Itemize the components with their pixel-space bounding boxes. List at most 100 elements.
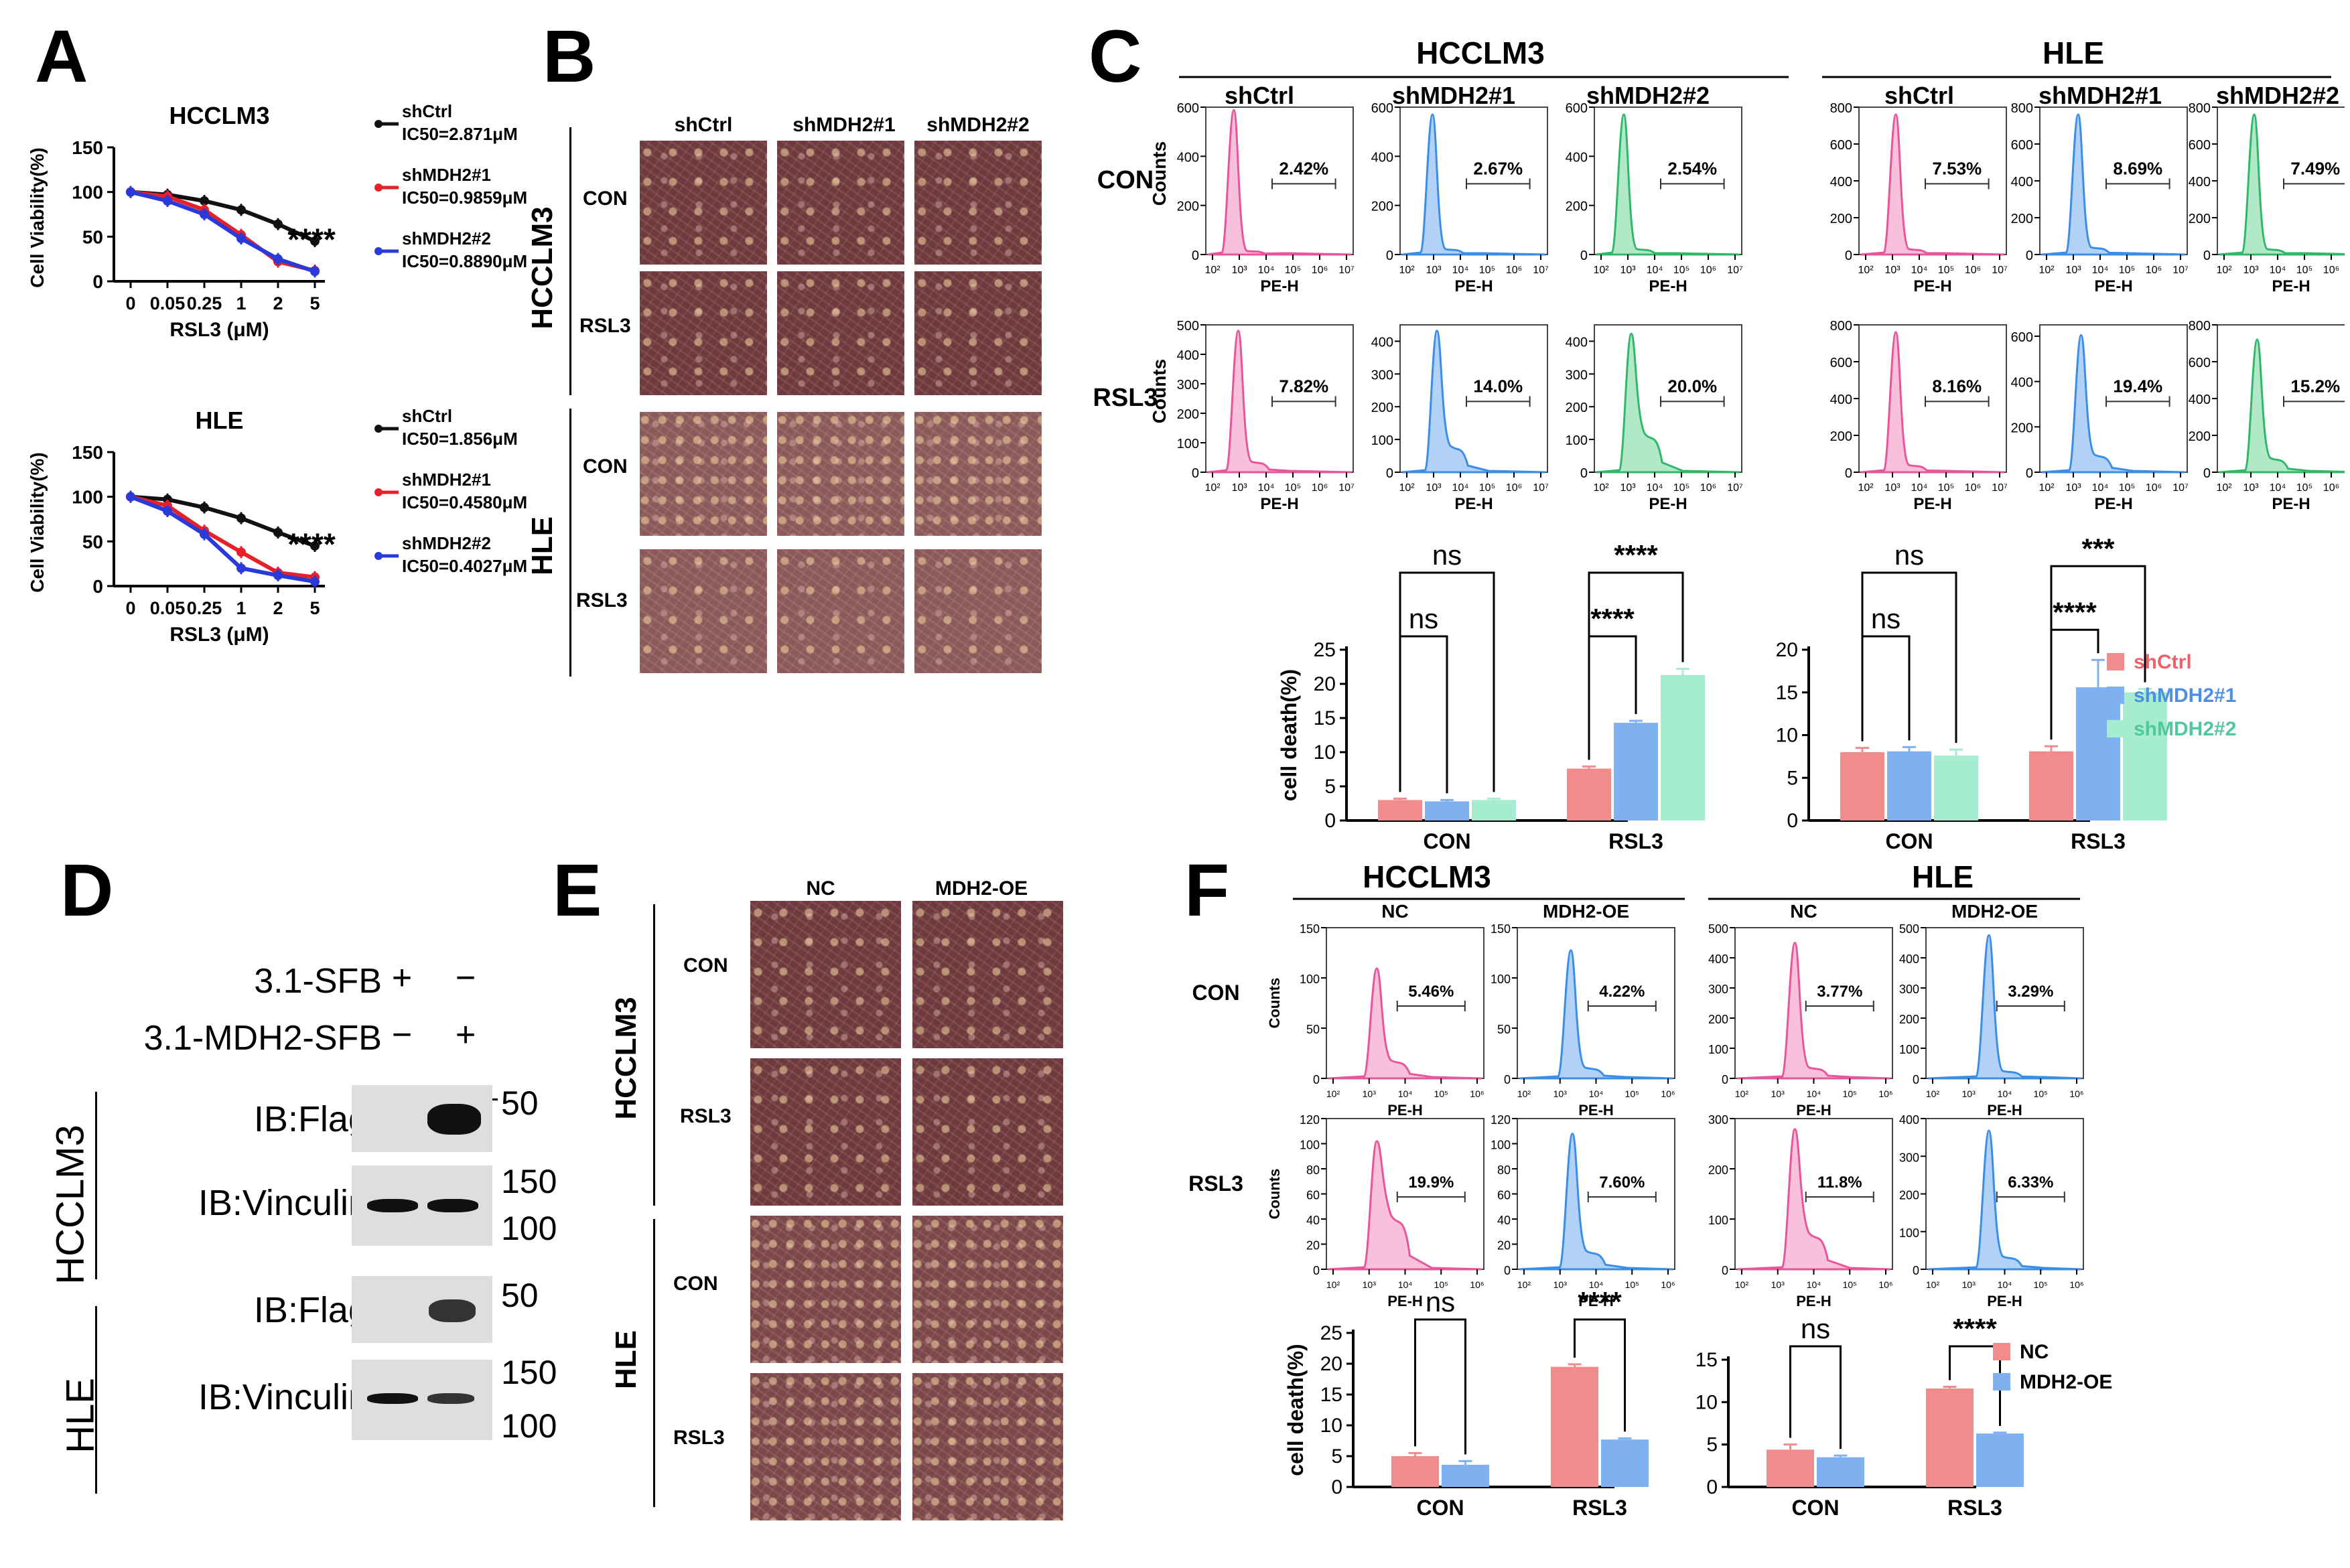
gate-percent: 8.69% xyxy=(2113,158,2162,178)
category-label: CON xyxy=(1885,829,1933,851)
micrograph xyxy=(914,141,1042,265)
y-tick-label: 150 xyxy=(72,137,103,158)
y-tick-label: 300 xyxy=(1566,368,1588,382)
group-bracket xyxy=(95,1092,97,1279)
x-tick-label: 10² xyxy=(1326,1279,1340,1290)
y-tick-label: 100 xyxy=(1491,973,1511,986)
bar xyxy=(2076,687,2120,821)
histogram-frame xyxy=(1858,106,2007,255)
y-tick-label: 100 xyxy=(1300,973,1320,986)
gate-percent: 3.77% xyxy=(1817,983,1862,1001)
group-bracket xyxy=(569,127,571,395)
y-tick-label: 800 xyxy=(1830,319,1852,334)
y-tick-label: 0 xyxy=(92,271,103,292)
gate-percent: 15.2% xyxy=(2290,376,2340,396)
x-axis-label: PE-H xyxy=(2272,495,2310,513)
x-tick-label: 10³ xyxy=(1771,1088,1785,1099)
y-tick-label: 100 xyxy=(1899,1043,1919,1056)
micrograph xyxy=(777,549,904,673)
y-tick-label: 800 xyxy=(2189,101,2211,116)
y-tick-label: 100 xyxy=(72,182,103,203)
x-tick-label: 10² xyxy=(2038,482,2055,494)
gate-percent: 19.9% xyxy=(1408,1173,1454,1192)
bar xyxy=(1614,723,1658,821)
y-tick-label: 400 xyxy=(1566,335,1588,350)
histogram: 0 20 40 60 80 100 120 10² 10³ 10⁴ 10⁵ 10⁶ PE-H 7.60% xyxy=(1491,1113,1675,1309)
y-tick-label: 10 xyxy=(1320,1415,1342,1437)
y-tick-label: 800 xyxy=(2189,319,2211,334)
panel-e-micrographs: NC MDH2-OE HCCLM3 CON RSL3 HLE CON RSL3 xyxy=(603,871,1085,1520)
panel-label-c: C xyxy=(1089,15,1142,98)
x-tick-label: 10⁴ xyxy=(1911,482,1928,494)
panel-label-f: F xyxy=(1184,849,1230,932)
x-tick-label: 10³ xyxy=(1231,482,1247,494)
y-tick-label: 0 xyxy=(1192,466,1199,481)
column-label: NC xyxy=(1381,901,1408,922)
histogram-curve xyxy=(1207,109,1352,256)
y-tick-label: 40 xyxy=(1306,1214,1320,1227)
y-tick-label: 600 xyxy=(1566,101,1588,116)
y-tick-label: 300 xyxy=(1177,378,1199,393)
y-tick-label: 5 xyxy=(1331,1445,1342,1468)
group-label: HCCLM3 xyxy=(610,997,642,1120)
legend-ic50: IC50=0.9859μM xyxy=(402,188,527,208)
y-tick-label: 50 xyxy=(1306,1023,1320,1036)
histogram: 0 200 400 600 10² 10³ 10⁴ 10⁵ 10⁶ 10⁷ PE-H 2.54% xyxy=(1566,101,1743,295)
y-tick-label: 600 xyxy=(1177,101,1199,116)
data-point xyxy=(236,547,246,557)
x-tick-label: 10⁴ xyxy=(1258,482,1275,494)
category-label: RSL3 xyxy=(1947,1496,2002,1520)
x-tick-label: 10⁵ xyxy=(1843,1279,1857,1290)
y-tick-label: 400 xyxy=(1830,393,1852,407)
y-tick-label: 200 xyxy=(1566,401,1588,415)
row-label: CON xyxy=(673,1273,718,1295)
y-tick-label: 25 xyxy=(1320,1322,1342,1344)
blot-band xyxy=(427,1104,481,1135)
y-tick-label: 0 xyxy=(1706,1476,1718,1498)
histogram-curve xyxy=(1860,331,2005,474)
x-tick-label: 10² xyxy=(1204,265,1221,276)
y-tick-label: 600 xyxy=(1371,101,1393,116)
bar xyxy=(1378,800,1422,821)
x-tick-label: 2 xyxy=(273,293,283,313)
histogram-curve xyxy=(1328,1140,1482,1271)
histogram: 0 200 400 600 800 10² 10³ 10⁴ 10⁵ 10⁶ 10⁷ PE-H 8.69% xyxy=(2011,101,2189,295)
y-tick-label: 600 xyxy=(2011,330,2033,345)
panel-b-micrographs: shCtrl shMDH2#1 shMDH2#2 HCCLM3 CON RSL3… xyxy=(526,107,1085,690)
panel-label-d: D xyxy=(60,849,114,932)
bar xyxy=(1767,1449,1814,1487)
blot-label: IB:Vinculin xyxy=(198,1377,368,1417)
histogram: 0 200 400 600 10² 10³ 10⁴ 10⁵ 10⁶ 10⁷ PE-H 2.42% xyxy=(1177,101,1355,295)
x-tick-label: 0 xyxy=(125,293,135,313)
column-label: shMDH2#1 xyxy=(1392,82,1515,109)
histogram-curve xyxy=(2219,113,2345,256)
y-tick-label: 100 xyxy=(72,487,103,508)
y-tick-label: 100 xyxy=(1300,1139,1320,1152)
data-point xyxy=(236,234,246,243)
group-bracket xyxy=(653,1219,655,1507)
data-point xyxy=(310,267,320,277)
y-tick-label: 100 xyxy=(1566,433,1588,448)
y-tick-label: 200 xyxy=(1708,1013,1728,1026)
y-tick-label: 100 xyxy=(1708,1214,1728,1227)
y-tick-label: 150 xyxy=(72,442,103,463)
x-tick-label: 10⁷ xyxy=(1992,482,2008,494)
y-tick-label: 20 xyxy=(1306,1239,1320,1253)
y-axis-label: Cell Viability(%) xyxy=(27,452,48,593)
category-label: CON xyxy=(1791,1496,1839,1520)
histogram-curve xyxy=(1927,1129,2082,1271)
micrograph xyxy=(750,901,901,1048)
y-tick-label: 0 xyxy=(1313,1073,1320,1086)
y-tick-label: 5 xyxy=(1706,1434,1718,1456)
column-label: shCtrl xyxy=(1884,82,1954,109)
blot-label: IB:Flag xyxy=(253,1099,368,1139)
histogram-frame xyxy=(1858,324,2007,473)
data-point xyxy=(310,541,320,551)
significance-bracket xyxy=(1861,571,1957,743)
x-tick-label: 10³ xyxy=(1363,1279,1377,1290)
row-label: CON xyxy=(583,455,628,478)
y-tick-label: 150 xyxy=(1300,922,1320,936)
y-tick-label: 400 xyxy=(2011,175,2033,190)
